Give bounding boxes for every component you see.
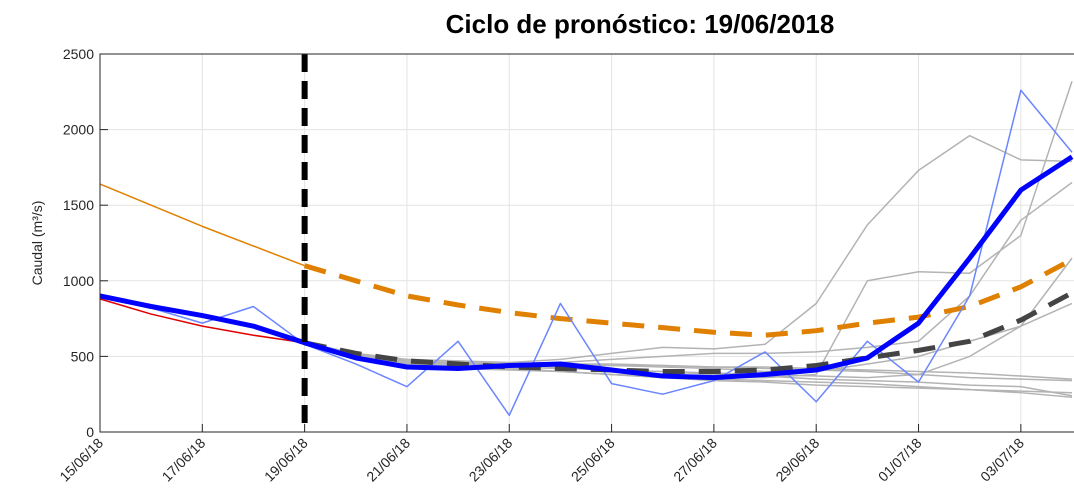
x-tick-label: 25/06/18 [568, 435, 618, 485]
y-tick-label: 2500 [63, 46, 94, 62]
y-axis-label: Caudal (m³/s) [29, 201, 45, 286]
x-tick-label: 27/06/18 [670, 435, 720, 485]
x-tick-label: 03/07/18 [977, 435, 1027, 485]
x-tick-label: 17/06/18 [159, 435, 209, 485]
x-tick-label: 29/06/18 [772, 435, 822, 485]
y-tick-label: 500 [71, 348, 95, 364]
axis-frame [99, 53, 1074, 433]
x-tick-label: 01/07/18 [875, 435, 925, 485]
x-tick-label: 21/06/18 [363, 435, 413, 485]
series-line [304, 342, 1073, 398]
x-tick-label: 19/06/18 [261, 435, 311, 485]
y-tick-label: 1500 [63, 197, 94, 213]
series-line [304, 80, 1073, 379]
y-tick-label: 1000 [63, 273, 94, 289]
chart-title: Ciclo de pronóstico: 19/06/2018 [446, 9, 835, 39]
series-line [304, 290, 1074, 375]
x-tick-label: 23/06/18 [466, 435, 516, 485]
y-tick-label: 0 [86, 424, 94, 440]
series-line [304, 134, 1073, 364]
series-line [100, 89, 1073, 417]
series-line [100, 183, 305, 267]
series-line [100, 298, 305, 344]
x-tick-label: 15/06/18 [56, 435, 106, 485]
y-tick-label: 2000 [63, 122, 94, 138]
series-line [100, 154, 1074, 381]
